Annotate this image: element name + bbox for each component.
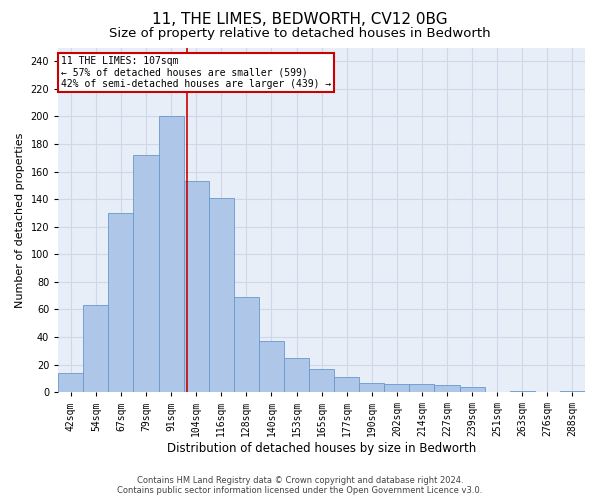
Bar (560, 391, 585, 392)
Bar (460, 386, 485, 392)
Bar (259, 341, 284, 392)
Bar (385, 384, 409, 392)
Y-axis label: Number of detached properties: Number of detached properties (15, 132, 25, 308)
Text: Size of property relative to detached houses in Bedworth: Size of property relative to detached ho… (109, 28, 491, 40)
Bar (209, 198, 234, 392)
Bar (284, 358, 309, 392)
Bar (184, 181, 209, 392)
Bar (510, 391, 535, 392)
Text: 11 THE LIMES: 107sqm
← 57% of detached houses are smaller (599)
42% of semi-deta: 11 THE LIMES: 107sqm ← 57% of detached h… (61, 56, 331, 89)
Text: Contains HM Land Registry data © Crown copyright and database right 2024.
Contai: Contains HM Land Registry data © Crown c… (118, 476, 482, 495)
Bar (434, 386, 460, 392)
Bar (234, 297, 259, 392)
Bar (133, 155, 158, 392)
Bar (58, 373, 83, 392)
Bar (158, 116, 184, 392)
Bar (309, 368, 334, 392)
Bar (334, 377, 359, 392)
Bar (359, 382, 385, 392)
Bar (409, 384, 434, 392)
Text: 11, THE LIMES, BEDWORTH, CV12 0BG: 11, THE LIMES, BEDWORTH, CV12 0BG (152, 12, 448, 28)
Bar (109, 213, 133, 392)
X-axis label: Distribution of detached houses by size in Bedworth: Distribution of detached houses by size … (167, 442, 476, 455)
Bar (83, 306, 109, 392)
